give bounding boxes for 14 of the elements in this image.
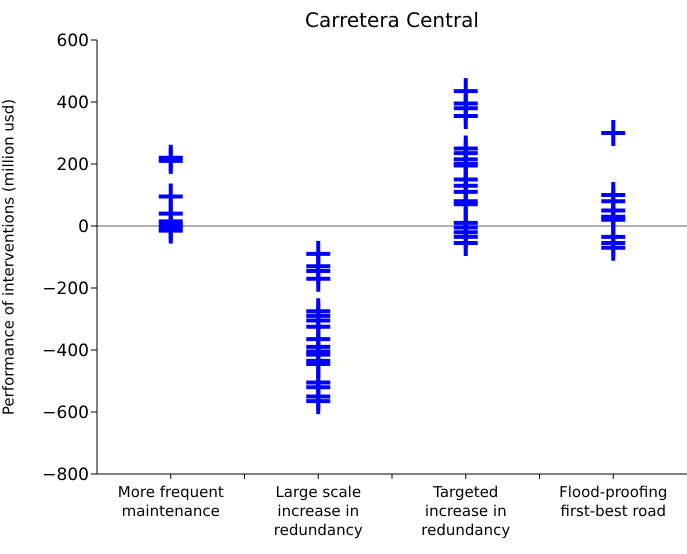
y-tick-label: −200 <box>42 279 89 300</box>
y-tick-label: 600 <box>56 31 89 52</box>
y-tick-label: 0 <box>78 217 89 238</box>
x-tick-label: Flood-proofing first-best road <box>559 483 668 520</box>
y-tick-label: −600 <box>42 403 89 424</box>
y-tick-label: −800 <box>42 465 89 486</box>
x-tick-label: Targeted increase in redundancy <box>421 483 510 539</box>
y-tick-label: 400 <box>56 93 89 114</box>
y-tick-label: −400 <box>42 341 89 362</box>
y-tick-label: 200 <box>56 155 89 176</box>
x-tick-label: More frequent maintenance <box>118 483 224 520</box>
x-tick-label: Large scale increase in redundancy <box>274 483 363 539</box>
chart-title: Carretera Central <box>304 8 480 32</box>
y-axis-title: Performance of interventions (million usd) <box>0 98 18 416</box>
